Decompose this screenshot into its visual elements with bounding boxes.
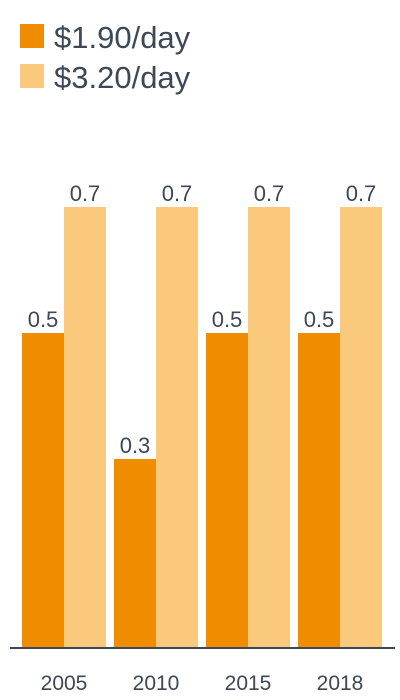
legend-swatch-1 xyxy=(20,64,44,88)
legend-label-1: $3.20/day xyxy=(54,60,191,95)
value-label-2005-series-1: 0.7 xyxy=(70,181,101,206)
value-labels: 0.5 0.7 0.3 0.7 0.5 0.7 0.5 0.7 xyxy=(28,181,377,458)
x-tick-2010: 2010 xyxy=(133,672,180,695)
value-label-2010-series-1: 0.7 xyxy=(162,181,193,206)
bar-2005-series-1 xyxy=(64,207,106,648)
value-label-2015-series-0: 0.5 xyxy=(212,307,243,332)
bar-2018-series-0 xyxy=(298,333,340,648)
bar-2010-series-1 xyxy=(156,207,198,648)
value-label-2018-series-1: 0.7 xyxy=(346,181,377,206)
bar-2010-series-0 xyxy=(114,459,156,648)
bar-2015-series-1 xyxy=(248,207,290,648)
bars xyxy=(22,207,382,648)
x-tick-2005: 2005 xyxy=(41,672,88,695)
x-tick-2018: 2018 xyxy=(317,672,364,695)
legend: $1.90/day $3.20/day xyxy=(20,20,191,95)
bar-2005-series-0 xyxy=(22,333,64,648)
value-label-2015-series-1: 0.7 xyxy=(254,181,285,206)
legend-swatch-0 xyxy=(20,24,44,48)
bar-2015-series-0 xyxy=(206,333,248,648)
value-label-2005-series-0: 0.5 xyxy=(28,307,59,332)
bar-2018-series-1 xyxy=(340,207,382,648)
x-tick-labels: 2005 2010 2015 2018 xyxy=(41,672,364,695)
legend-label-0: $1.90/day xyxy=(54,20,191,55)
value-label-2010-series-0: 0.3 xyxy=(120,433,151,458)
value-label-2018-series-0: 0.5 xyxy=(304,307,335,332)
x-tick-2015: 2015 xyxy=(225,672,272,695)
